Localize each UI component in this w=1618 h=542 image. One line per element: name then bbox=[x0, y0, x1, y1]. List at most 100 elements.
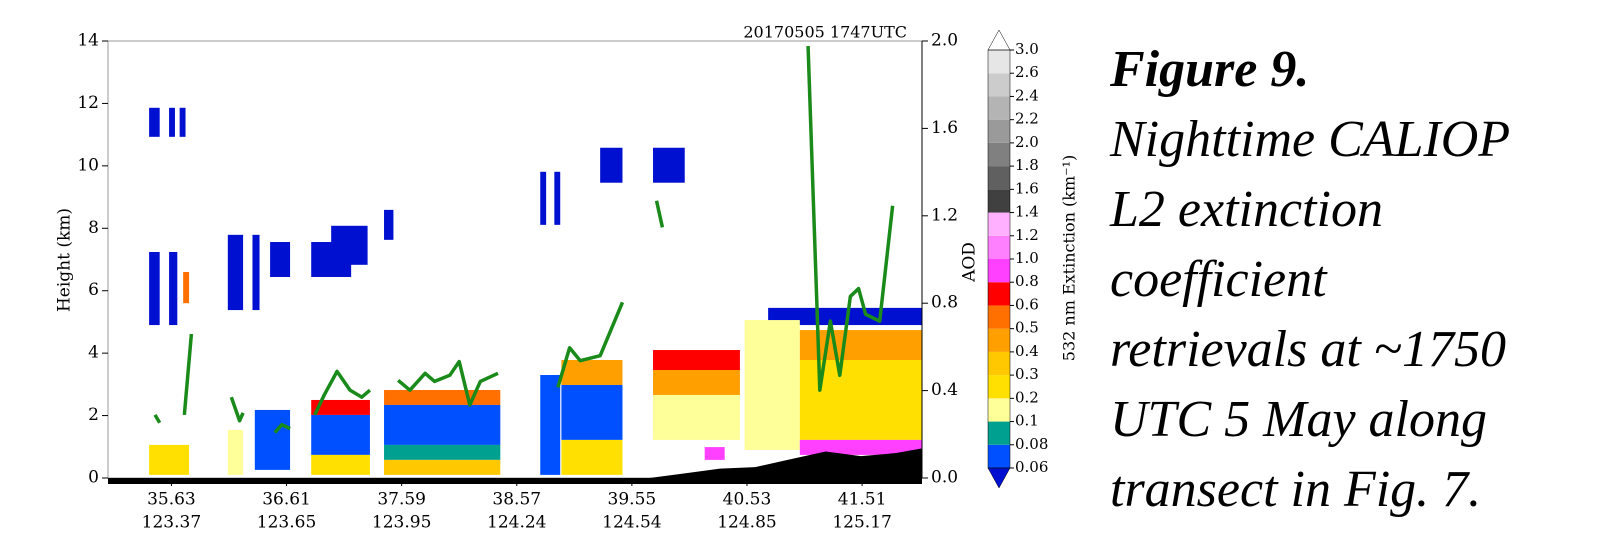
colorbar-tick-label: 0.5 bbox=[1015, 319, 1039, 337]
x-tick-lon-label: 124.54 bbox=[602, 513, 661, 533]
x-tick-label: 40.53 bbox=[723, 490, 772, 510]
extinction-cell bbox=[331, 225, 368, 265]
extinction-cell bbox=[704, 447, 725, 460]
colorbar-band bbox=[988, 351, 1010, 376]
y2-tick-label: 1.6 bbox=[931, 118, 958, 138]
extinction-cell bbox=[311, 414, 370, 455]
colorbar-band bbox=[988, 73, 1010, 97]
extinction-cell bbox=[169, 107, 175, 137]
colorbar-band bbox=[988, 96, 1010, 120]
extinction-cell bbox=[600, 147, 623, 183]
colorbar-tick-label: 2.0 bbox=[1015, 133, 1039, 151]
colorbar-tick-label: 3.0 bbox=[1015, 40, 1039, 58]
colorbar-band bbox=[988, 375, 1010, 399]
colorbar-band bbox=[988, 166, 1010, 190]
extinction-cell bbox=[227, 234, 244, 311]
extinction-cell bbox=[561, 439, 623, 475]
y2-tick-label: 2.0 bbox=[931, 31, 958, 51]
x-tick-label: 38.57 bbox=[492, 490, 541, 510]
y-tick-label: 4 bbox=[88, 343, 99, 363]
x-tick-label: 35.63 bbox=[147, 490, 196, 510]
colorbar-band bbox=[988, 50, 1010, 74]
y-axis-label: Height (km) bbox=[55, 208, 75, 312]
extinction-cell bbox=[540, 171, 547, 225]
colorbar-band bbox=[988, 119, 1010, 143]
extinction-cell bbox=[270, 242, 291, 277]
colorbar-band bbox=[988, 444, 1010, 468]
y-tick-label: 2 bbox=[88, 405, 99, 425]
y2-tick-label: 0.4 bbox=[931, 380, 958, 400]
colorbar-tick-label: 0.4 bbox=[1015, 342, 1039, 360]
extinction-cell bbox=[149, 107, 160, 137]
colorbar-tick-label: 2.6 bbox=[1015, 63, 1039, 81]
colorbar-band bbox=[988, 142, 1010, 167]
x-tick-label: 36.61 bbox=[262, 490, 311, 510]
x-tick-lon-label: 123.37 bbox=[142, 513, 201, 533]
y2-tick-label: 0.8 bbox=[931, 293, 958, 313]
colorbar-tick-label: 0.1 bbox=[1015, 412, 1039, 430]
extinction-cell bbox=[653, 369, 740, 395]
colorbar-band bbox=[988, 282, 1010, 306]
colorbar-tick-label: 1.4 bbox=[1015, 203, 1039, 221]
extinction-cell bbox=[384, 404, 501, 445]
y-tick-label: 14 bbox=[77, 31, 99, 51]
aod-line bbox=[153, 45, 895, 434]
extinction-cell bbox=[653, 394, 740, 440]
colorbar-tick-label: 1.2 bbox=[1015, 226, 1039, 244]
caption-line: Nighttime CALIOP bbox=[1109, 111, 1510, 168]
extinction-cell bbox=[799, 439, 922, 455]
y-tick-label: 12 bbox=[77, 93, 99, 113]
x-tick-lon-label: 124.24 bbox=[487, 513, 546, 533]
extinction-cell bbox=[653, 350, 740, 370]
extinction-cell bbox=[227, 429, 244, 475]
x-tick-label: 37.59 bbox=[377, 490, 426, 510]
x-tick-lon-label: 123.95 bbox=[372, 513, 431, 533]
caption-line: Figure 9. bbox=[1109, 41, 1309, 98]
colorbar-band bbox=[988, 305, 1010, 329]
caption-line: coefficient bbox=[1110, 251, 1328, 308]
extinction-cell bbox=[554, 171, 561, 225]
x-tick-lon-label: 123.65 bbox=[257, 513, 316, 533]
colorbar-under bbox=[987, 467, 1011, 489]
y2-axis-label: AOD bbox=[960, 242, 980, 283]
caption-line: UTC 5 May along bbox=[1110, 391, 1487, 448]
colorbar-band bbox=[988, 235, 1010, 259]
extinction-cell bbox=[149, 252, 160, 326]
y-tick-label: 0 bbox=[88, 468, 99, 488]
surface bbox=[108, 448, 922, 484]
colorbar-band bbox=[988, 189, 1010, 213]
x-tick-label: 39.55 bbox=[608, 490, 657, 510]
extinction-cell bbox=[311, 454, 370, 475]
colorbar-tick-label: 1.6 bbox=[1015, 179, 1039, 197]
extinction-cell bbox=[561, 360, 623, 385]
extinction-cell bbox=[252, 234, 260, 311]
colorbar-tick-label: 1.8 bbox=[1015, 156, 1039, 174]
caption-line: retrievals at ~1750 bbox=[1110, 321, 1506, 378]
extinction-cell bbox=[384, 459, 501, 475]
colorbar-tick-label: 2.2 bbox=[1015, 110, 1039, 128]
extinction-cell bbox=[653, 147, 685, 183]
extinction-cell bbox=[384, 444, 501, 460]
extinction-cell bbox=[169, 252, 178, 326]
extinction-cell bbox=[254, 409, 291, 470]
colorbar-tick-label: 2.4 bbox=[1015, 86, 1039, 104]
caption-line: L2 extinction bbox=[1109, 181, 1383, 238]
extinction-cell bbox=[744, 320, 800, 450]
extinction-cell bbox=[561, 384, 623, 440]
x-tick-lon-label: 124.85 bbox=[717, 513, 776, 533]
caption-line: transect in Fig. 7. bbox=[1110, 461, 1481, 518]
extinction-cell bbox=[311, 399, 370, 415]
colorbar-band bbox=[988, 212, 1010, 236]
colorbar-over bbox=[987, 29, 1011, 51]
colorbar-tick-label: 0.08 bbox=[1015, 435, 1048, 453]
colorbar-band bbox=[988, 259, 1010, 283]
colorbar-band bbox=[988, 398, 1010, 422]
x-tick-lon-label: 125.17 bbox=[832, 513, 891, 533]
extinction-cell bbox=[149, 444, 190, 475]
colorbar-band bbox=[988, 421, 1010, 445]
y2-tick-label: 1.2 bbox=[931, 205, 958, 225]
colorbar-tick-label: 0.3 bbox=[1015, 365, 1039, 383]
colorbar-tick-label: 0.6 bbox=[1015, 295, 1039, 313]
extinction-cell bbox=[384, 389, 501, 405]
